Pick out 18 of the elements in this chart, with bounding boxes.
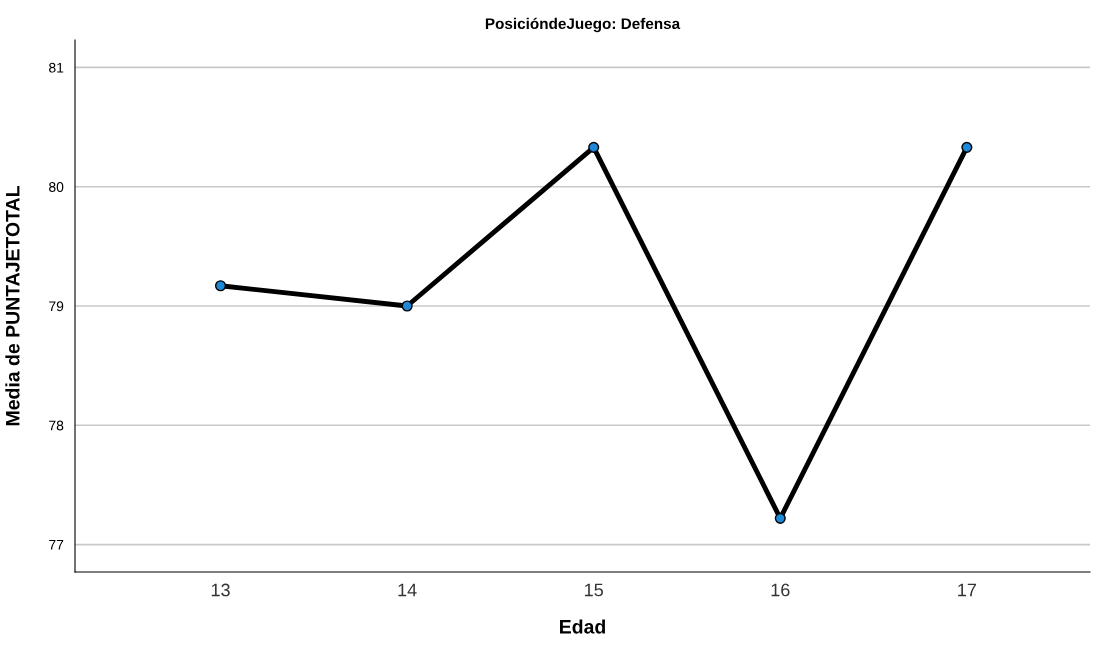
x-tick-label: 15	[585, 583, 603, 597]
x-axis-title: Edad	[560, 619, 605, 634]
y-tick-label: 81	[49, 62, 64, 73]
point	[774, 512, 786, 524]
x-tick-label: 17	[958, 583, 976, 597]
chart-title: PosicióndeJuego: Defensa	[485, 17, 681, 33]
x-tick-label: 13	[211, 583, 230, 597]
y-tick-label: 79	[49, 301, 64, 312]
point	[961, 141, 973, 153]
point	[588, 141, 600, 153]
y-axis-title: Media de PUNTAJETOTAL	[5, 186, 20, 426]
point	[401, 300, 413, 312]
point	[214, 280, 227, 292]
y-tick-label: 78	[49, 420, 64, 431]
x-tick-label: 16	[771, 583, 790, 597]
y-tick-label: 80	[49, 182, 64, 192]
x-tick-label: 14	[398, 583, 417, 597]
y-tick-label: 77	[49, 540, 64, 550]
